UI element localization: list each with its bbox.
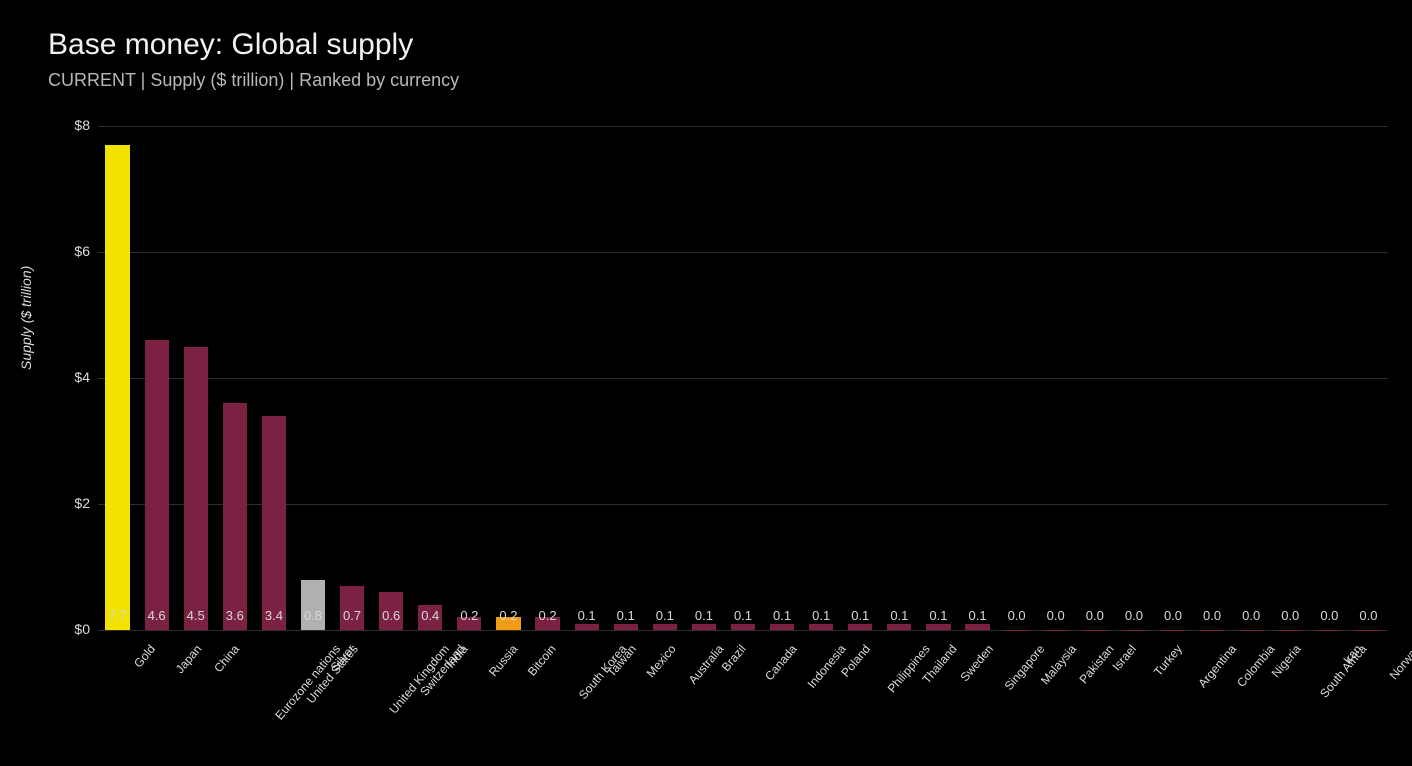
bar [1161,630,1185,631]
bar [223,403,247,630]
chart-container: Base money: Global supply CURRENT | Supp… [0,0,1412,766]
bar [184,347,208,631]
xtick-label: Turkey [1151,642,1185,679]
bar-value-label: 0.2 [450,608,489,623]
xtick-label: Gold [131,642,158,670]
bar [575,624,599,630]
bar-value-label: 0.8 [293,608,332,623]
bar [770,624,794,630]
bar [614,624,638,630]
xtick-label: Mexico [643,642,678,680]
bar-value-label: 0.1 [763,608,802,623]
bar-value-label: 0.0 [1153,608,1192,623]
xtick-label: Colombia [1234,642,1277,690]
bar-value-label: 0.0 [1036,608,1075,623]
bar-value-label: 0.4 [411,608,450,623]
bar-value-label: 0.1 [880,608,919,623]
ytick-label: $6 [50,243,90,259]
bar-value-label: 0.0 [1310,608,1349,623]
bar-value-label: 0.0 [1232,608,1271,623]
bar-value-label: 3.6 [215,608,254,623]
gridline [98,252,1388,253]
bar-value-label: 0.0 [1075,608,1114,623]
bar-value-label: 0.0 [1349,608,1388,623]
bar [848,624,872,630]
xtick-label: Sweden [958,642,997,684]
bar [1356,630,1380,631]
bar [692,624,716,630]
bar-value-label: 0.0 [997,608,1036,623]
bar [731,624,755,630]
bar [965,624,989,630]
xtick-label: Japan [172,642,204,676]
bar [1005,630,1029,631]
xtick-label: Argentina [1195,642,1239,690]
bar-value-label: 4.5 [176,608,215,623]
bar [145,340,169,630]
bar-value-label: 0.1 [606,608,645,623]
bar [1200,630,1224,631]
chart-title: Base money: Global supply [48,28,413,62]
xtick-label: Russia [486,642,520,679]
xtick-label: Israel [1109,642,1139,673]
bar [809,624,833,630]
bar [1278,630,1302,631]
xtick-label: Bitcoin [525,642,559,679]
ytick-label: $0 [50,621,90,637]
bar-value-label: 0.1 [645,608,684,623]
xtick-label: Brazil [719,642,749,674]
bar [653,624,677,630]
gridline [98,378,1388,379]
bar [262,416,286,630]
bar [1083,630,1107,631]
bar [1317,630,1341,631]
bar-value-label: 0.0 [1114,608,1153,623]
bar-value-label: 0.2 [489,608,528,623]
bar-value-label: 4.6 [137,608,176,623]
gridline [98,504,1388,505]
y-axis-title: Supply ($ trillion) [18,266,34,370]
bar [1122,630,1146,631]
bar-value-label: 0.1 [802,608,841,623]
xtick-label: China [211,642,242,675]
xtick-label: Singapore [1001,642,1047,693]
gridline [98,126,1388,127]
bar-value-label: 0.2 [528,608,567,623]
bar-value-label: 0.0 [1193,608,1232,623]
gridline [98,630,1388,631]
bar-value-label: 0.0 [1271,608,1310,623]
bar-value-label: 0.1 [841,608,880,623]
bar-value-label: 0.6 [372,608,411,623]
bar-value-label: 3.4 [254,608,293,623]
bar-value-label: 0.1 [723,608,762,623]
ytick-label: $2 [50,495,90,511]
xtick-label: Norway [1387,642,1412,682]
bar [887,624,911,630]
bar [926,624,950,630]
bar-value-label: 0.1 [684,608,723,623]
ytick-label: $4 [50,369,90,385]
bar [105,145,129,630]
bar-value-label: 0.1 [958,608,997,623]
bar-value-label: 0.1 [919,608,958,623]
xtick-label: Canada [762,642,800,683]
bar [1044,630,1068,631]
bar-value-label: 7.7 [98,608,137,623]
ytick-label: $8 [50,117,90,133]
bar-value-label: 0.7 [333,608,372,623]
chart-subtitle: CURRENT | Supply ($ trillion) | Ranked b… [48,70,459,91]
bar-value-label: 0.1 [567,608,606,623]
bar [1239,630,1263,631]
